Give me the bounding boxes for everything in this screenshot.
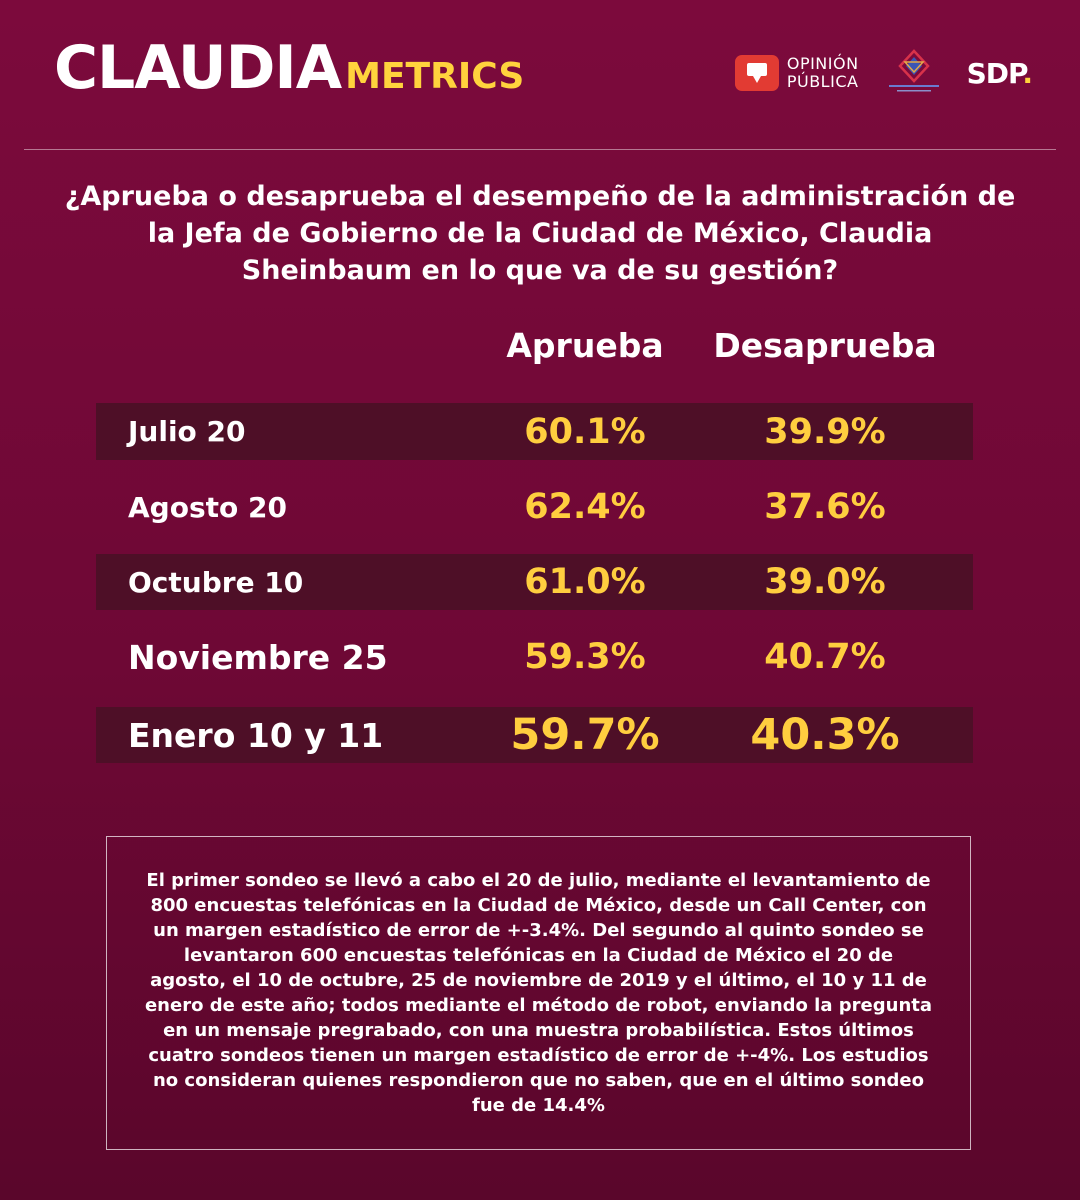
desaprueba-value: 39.9% — [764, 411, 886, 452]
aprueba-value: 60.1% — [524, 411, 646, 452]
sdp-dot: . — [1022, 56, 1033, 90]
row-label: Agosto 20 — [128, 490, 287, 524]
column-header-aprueba: Aprueba — [506, 326, 664, 365]
table-row: Agosto 20 62.4% 37.6% — [96, 479, 973, 535]
column-header-desaprueba: Desaprueba — [713, 326, 937, 365]
aprueba-value: 62.4% — [524, 487, 646, 527]
brand-logo: CLAUDIA METRICS — [54, 38, 524, 98]
row-label: Enero 10 y 11 — [128, 715, 384, 755]
survey-question: ¿Aprueba o desaprueba el desempeño de la… — [64, 181, 1016, 286]
desaprueba-value: 40.3% — [750, 710, 900, 760]
social-research-solutions-logo-icon — [888, 49, 939, 92]
table-row: Julio 20 60.1% 39.9% — [96, 403, 973, 460]
aprueba-value: 59.3% — [524, 637, 646, 677]
header-divider — [24, 149, 1056, 150]
sdp-logo: SDP. — [966, 56, 1033, 90]
methodology-note-box: El primer sondeo se llevó a cabo el 20 d… — [106, 836, 971, 1150]
row-label: Noviembre 25 — [128, 637, 388, 677]
sdp-text: SDP — [966, 56, 1024, 90]
table-row: Enero 10 y 11 59.7% 40.3% — [96, 707, 973, 763]
speech-bubble-icon — [734, 55, 779, 91]
table-row: Octubre 10 61.0% 39.0% — [96, 554, 973, 610]
brand-main-text: CLAUDIA — [54, 33, 342, 103]
opinion-line-2: PÚBLICA — [786, 72, 859, 91]
opinion-publica-text: OPINIÓN PÚBLICA — [787, 55, 859, 91]
header: CLAUDIA METRICS OPINIÓN PÚBLICA SDP. — [0, 0, 1080, 150]
row-label: Octubre 10 — [128, 565, 304, 599]
aprueba-value: 61.0% — [524, 562, 646, 602]
opinion-line-1: OPINIÓN — [786, 54, 859, 73]
aprueba-value: 59.7% — [510, 710, 660, 760]
opinion-publica-logo: OPINIÓN PÚBLICA — [734, 55, 859, 91]
row-label: Julio 20 — [128, 415, 246, 448]
partner-logos: OPINIÓN PÚBLICA SDP. — [734, 48, 1033, 98]
brand-sub-text: METRICS — [345, 56, 525, 97]
desaprueba-value: 37.6% — [764, 487, 886, 527]
table-row: Noviembre 25 59.3% 40.7% — [96, 629, 973, 685]
desaprueba-value: 39.0% — [764, 562, 886, 602]
desaprueba-value: 40.7% — [764, 637, 886, 677]
methodology-note-text: El primer sondeo se llevó a cabo el 20 d… — [144, 870, 933, 1116]
